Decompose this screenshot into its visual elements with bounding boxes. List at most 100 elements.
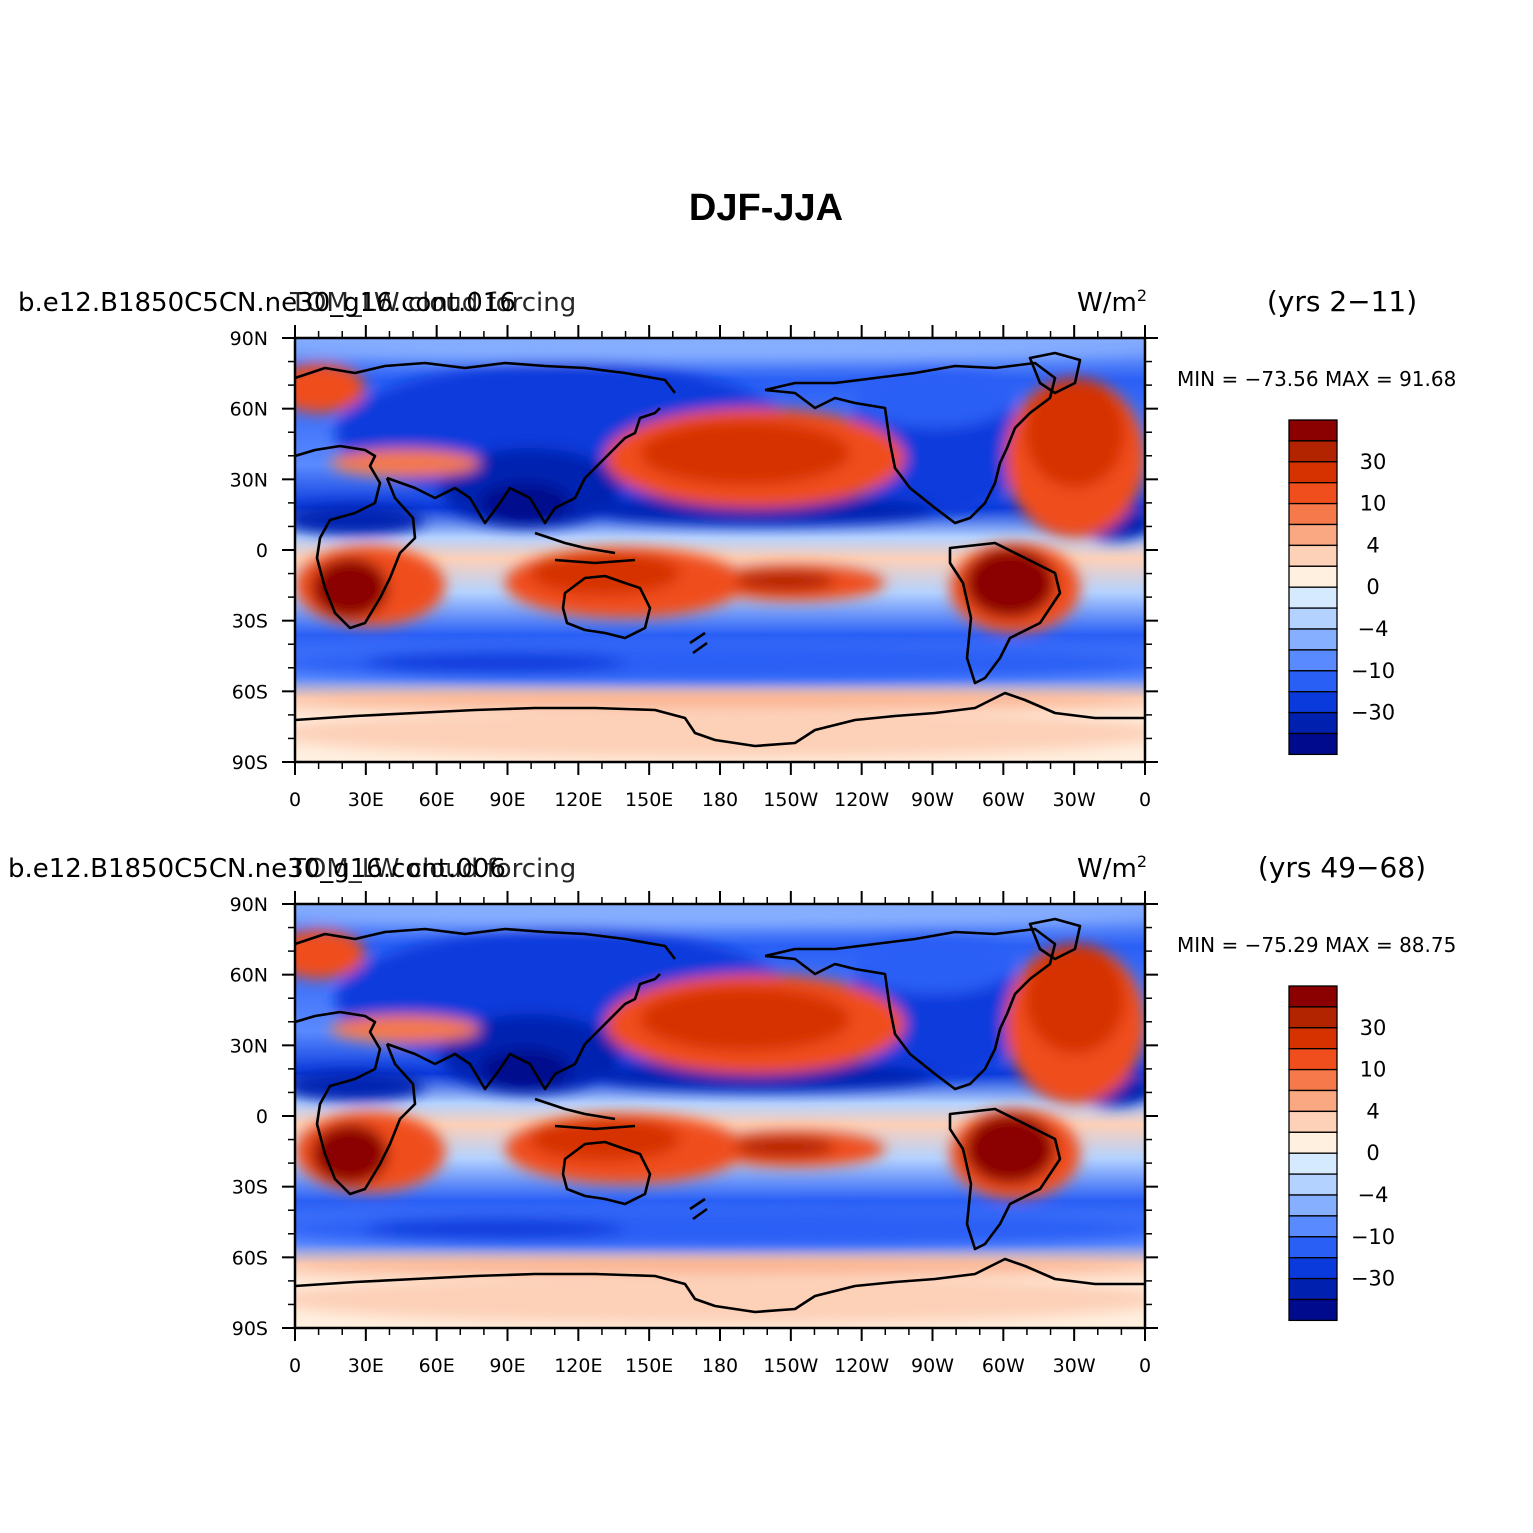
contour-region (295, 1274, 1145, 1324)
contour-region (295, 338, 1145, 360)
colorbar-label: 4 (1366, 533, 1379, 557)
colorbar-label: 30 (1360, 1016, 1387, 1040)
colorbar-label: 30 (1360, 450, 1387, 474)
colorbar-label: −10 (1351, 1225, 1395, 1249)
lon-tick-label: 120E (554, 1355, 602, 1377)
coastlines (295, 351, 1145, 748)
lon-tick-label: 60E (419, 1355, 455, 1377)
colorbar-box (1288, 670, 1338, 693)
coastline (764, 361, 1057, 525)
colorbar-box (1288, 691, 1338, 714)
colorbar-box (1288, 1027, 1338, 1050)
lon-tick-label: 0 (1139, 789, 1151, 811)
colorbar-label: −30 (1351, 1267, 1395, 1291)
lon-tick-label: 90W (911, 789, 954, 811)
colorbar-label: −10 (1351, 659, 1395, 683)
contour-region (965, 548, 1055, 618)
lat-tick-label: 60N (230, 399, 268, 421)
colorbar-box (1288, 607, 1338, 630)
coastline (948, 541, 1062, 685)
coastline (295, 1257, 1145, 1314)
lon-tick-label: 150W (763, 789, 818, 811)
colorbar-box (1288, 461, 1338, 484)
coastline (534, 531, 636, 565)
colorbar-box (1288, 440, 1338, 463)
contour-region (365, 653, 625, 673)
coastline (764, 927, 1057, 1091)
colorbar-box (1288, 1068, 1338, 1092)
colorbar-box (1288, 1173, 1338, 1196)
coastline (386, 407, 661, 525)
lon-tick-label: 180 (702, 789, 738, 811)
lon-tick-label: 30W (1053, 1355, 1096, 1377)
contour-region (735, 1137, 835, 1157)
colorbar-box (1288, 732, 1338, 756)
colorbar-box (1288, 1089, 1338, 1113)
colorbar-box (1288, 523, 1338, 547)
contour-region (480, 483, 570, 523)
colorbar-box (1288, 1048, 1338, 1071)
lon-tick-label: 60W (982, 789, 1025, 811)
lat-tick-label: 90N (230, 328, 268, 350)
colorbar-box (1288, 482, 1338, 505)
colorbar-box (1288, 565, 1338, 588)
colorbar-box (1288, 649, 1338, 672)
colorbar-box (1288, 1257, 1338, 1280)
lon-tick-label: 60W (982, 1355, 1025, 1377)
colorbar-box (1288, 1131, 1338, 1154)
lat-tick-label: 30S (232, 611, 268, 633)
lon-tick-label: 30E (348, 1355, 384, 1377)
contour-region (295, 363, 365, 413)
lon-tick-label: 120E (554, 789, 602, 811)
colorbar-box (1288, 544, 1338, 567)
contour-region (312, 558, 388, 618)
lon-tick-label: 0 (289, 1355, 301, 1377)
coastline (295, 361, 677, 394)
lon-tick-label: 150W (763, 1355, 818, 1377)
coastline (295, 927, 677, 960)
colorbar-box (1288, 628, 1338, 651)
lon-tick-label: 90E (489, 1355, 525, 1377)
coastline (534, 1097, 636, 1131)
contour-region (530, 1117, 680, 1161)
contour-region (965, 1114, 1055, 1184)
colorbar-box (1288, 711, 1338, 735)
contour-region (295, 1071, 425, 1101)
lon-tick-label: 120W (834, 1355, 889, 1377)
lon-tick-label: 180 (702, 1355, 738, 1377)
contour-region (365, 1219, 625, 1239)
case-name-label: b.e12.B1850C5CN.ne30_g16.cont.006 (8, 854, 506, 884)
colorbar-label: −4 (1358, 617, 1389, 641)
lon-tick-label: 90E (489, 789, 525, 811)
colorbar-box (1288, 1277, 1338, 1301)
lon-tick-label: 30E (348, 789, 384, 811)
years-label: (yrs 49−68) (1258, 851, 1426, 884)
contour-region (480, 1049, 570, 1089)
colorbar-box (1288, 985, 1338, 1008)
contour-region (1025, 944, 1125, 1054)
figure-title: DJF-JJA (689, 187, 843, 229)
coastline (295, 691, 1145, 748)
contour-region (330, 449, 480, 477)
contour-region (640, 421, 850, 485)
colorbar-label: −30 (1351, 701, 1395, 725)
case-name-label: b.e12.B1850C5CN.ne30_g16.cont.016 (18, 288, 516, 318)
contour-region (735, 571, 835, 591)
contour-region (330, 1015, 480, 1043)
coastline (295, 1010, 417, 1196)
colorbar-box (1288, 1298, 1338, 1322)
contour-region (855, 934, 1015, 994)
colorbar-box (1288, 1215, 1338, 1238)
colorbar-label: 10 (1360, 1058, 1387, 1082)
colorbar-box (1288, 1110, 1338, 1133)
lat-tick-label: 90S (232, 752, 268, 774)
colorbar-box (1288, 419, 1338, 442)
contour-region (855, 368, 1015, 428)
map-panel: b.e12.B1850C5CN.ne30_g16.cont.016TOM_LW … (18, 285, 1456, 811)
contour-region (530, 551, 680, 595)
lon-tick-label: 0 (289, 789, 301, 811)
lon-tick-label: 30W (1053, 789, 1096, 811)
colorbar-box (1288, 502, 1338, 526)
contour-region (295, 904, 1145, 926)
